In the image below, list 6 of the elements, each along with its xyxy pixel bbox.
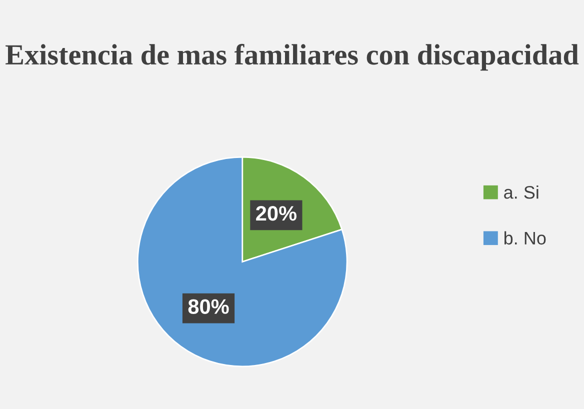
data-label: 80%: [188, 299, 229, 314]
data-label: 20%: [256, 206, 297, 221]
legend-label: b. No: [504, 231, 546, 245]
chart-title: Existencia de mas familiares con discapacidad: [6, 44, 579, 71]
pie-slice: [136, 156, 348, 368]
legend-label: a. Si: [504, 185, 538, 199]
